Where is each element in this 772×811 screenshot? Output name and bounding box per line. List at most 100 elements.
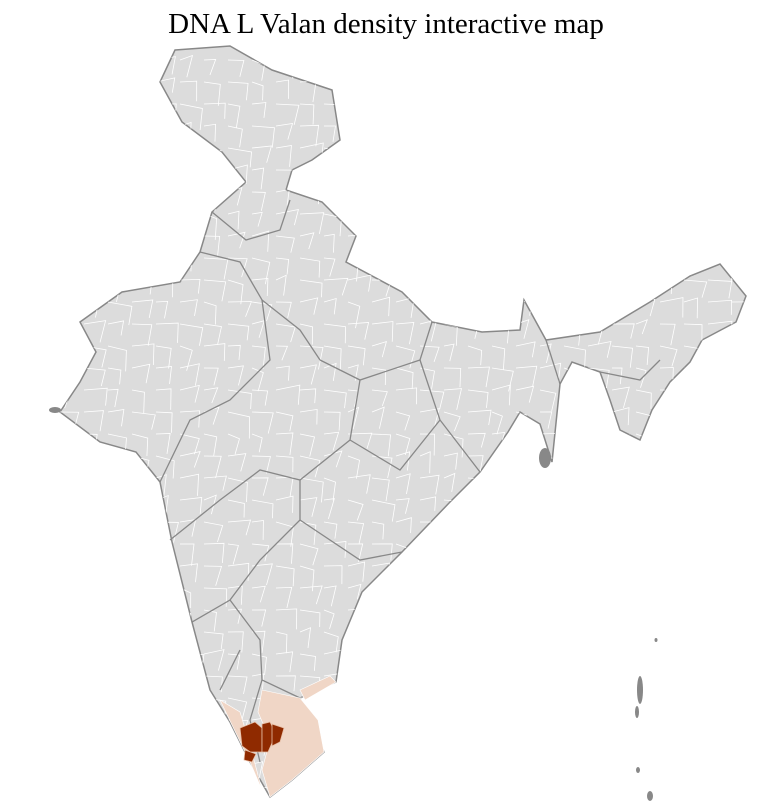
district-border (395, 257, 411, 279)
district-border (83, 477, 100, 502)
district-border (155, 213, 173, 233)
district-border (419, 213, 433, 237)
district-border (107, 147, 122, 166)
district-border (491, 144, 505, 163)
district-border (635, 521, 659, 544)
district-border (683, 367, 698, 388)
district-border (347, 628, 368, 651)
district-border (251, 609, 267, 627)
district-border (107, 607, 128, 627)
district-border (539, 124, 563, 146)
district-border (395, 653, 419, 677)
district-border (587, 254, 600, 271)
district-border (683, 695, 701, 713)
district-border (467, 257, 493, 274)
district-border (203, 279, 227, 302)
district-border (467, 516, 483, 537)
district-border (731, 497, 746, 515)
district-border (419, 451, 431, 474)
district-border (347, 697, 363, 715)
district-border (587, 340, 612, 358)
district-border (179, 323, 204, 346)
district-border (443, 737, 456, 759)
district-border (203, 235, 221, 258)
district-border (683, 279, 708, 298)
district-border (539, 100, 557, 118)
india-outline[interactable] (58, 45, 747, 799)
district-border (587, 81, 612, 100)
district-border (467, 561, 490, 580)
district-border (467, 409, 492, 426)
district-border (83, 76, 102, 96)
district-border (227, 653, 241, 670)
district-border (611, 653, 629, 680)
district-border (60, 257, 82, 275)
district-border (491, 213, 504, 233)
district-border (179, 345, 193, 371)
high-density-district-4[interactable] (243, 749, 257, 763)
district-border (347, 147, 364, 171)
district-border (131, 213, 146, 229)
high-density-district-3[interactable] (271, 723, 285, 747)
district-border (107, 345, 127, 372)
district-border (731, 120, 746, 137)
district-border (659, 455, 679, 480)
district-border (227, 344, 241, 360)
district-border (275, 608, 298, 630)
district-border (467, 785, 489, 797)
district-border (347, 474, 371, 494)
district-border (131, 652, 156, 672)
district-border (251, 411, 274, 434)
district-border (515, 629, 529, 650)
district-border (251, 761, 264, 784)
district-border (203, 719, 220, 742)
district-border (347, 103, 367, 122)
district-border (635, 543, 658, 562)
district-border (371, 582, 396, 603)
district-border (443, 670, 460, 690)
district-border (587, 367, 610, 389)
district-border (563, 298, 577, 315)
district-border (395, 473, 411, 495)
district-border (587, 213, 612, 235)
district-border (515, 586, 532, 602)
district-border (659, 78, 683, 97)
district-border (347, 81, 368, 102)
district-border (83, 587, 96, 611)
district-border (395, 587, 414, 606)
district-border (371, 406, 385, 429)
district-border (299, 388, 317, 404)
district-border (539, 362, 562, 382)
district-border (659, 187, 677, 210)
district-border (227, 675, 248, 694)
district-border (611, 407, 630, 426)
district-border (131, 254, 153, 269)
district-border (131, 696, 146, 711)
district-border (467, 432, 486, 448)
district-border (371, 208, 395, 231)
district-border (707, 209, 732, 232)
district-border (587, 543, 608, 568)
district-border (587, 714, 604, 734)
district-border (467, 716, 482, 740)
choropleth-regions (219, 675, 337, 798)
district-border (227, 697, 248, 721)
district-border (323, 277, 349, 296)
district-border (731, 628, 746, 646)
district-border (683, 759, 702, 777)
district-border (635, 587, 657, 607)
district-border (659, 169, 683, 188)
district-border (299, 232, 315, 250)
district-border (83, 760, 101, 780)
district-border (83, 697, 98, 722)
district-border (155, 322, 179, 343)
district-border (467, 366, 490, 388)
district-border (539, 697, 552, 723)
low-density-region-kerala[interactable] (219, 699, 263, 791)
district-border (323, 297, 337, 315)
district-border (371, 521, 385, 540)
low-density-region-north-tn[interactable] (299, 675, 337, 701)
district-border (683, 323, 703, 342)
district-border (131, 231, 153, 253)
